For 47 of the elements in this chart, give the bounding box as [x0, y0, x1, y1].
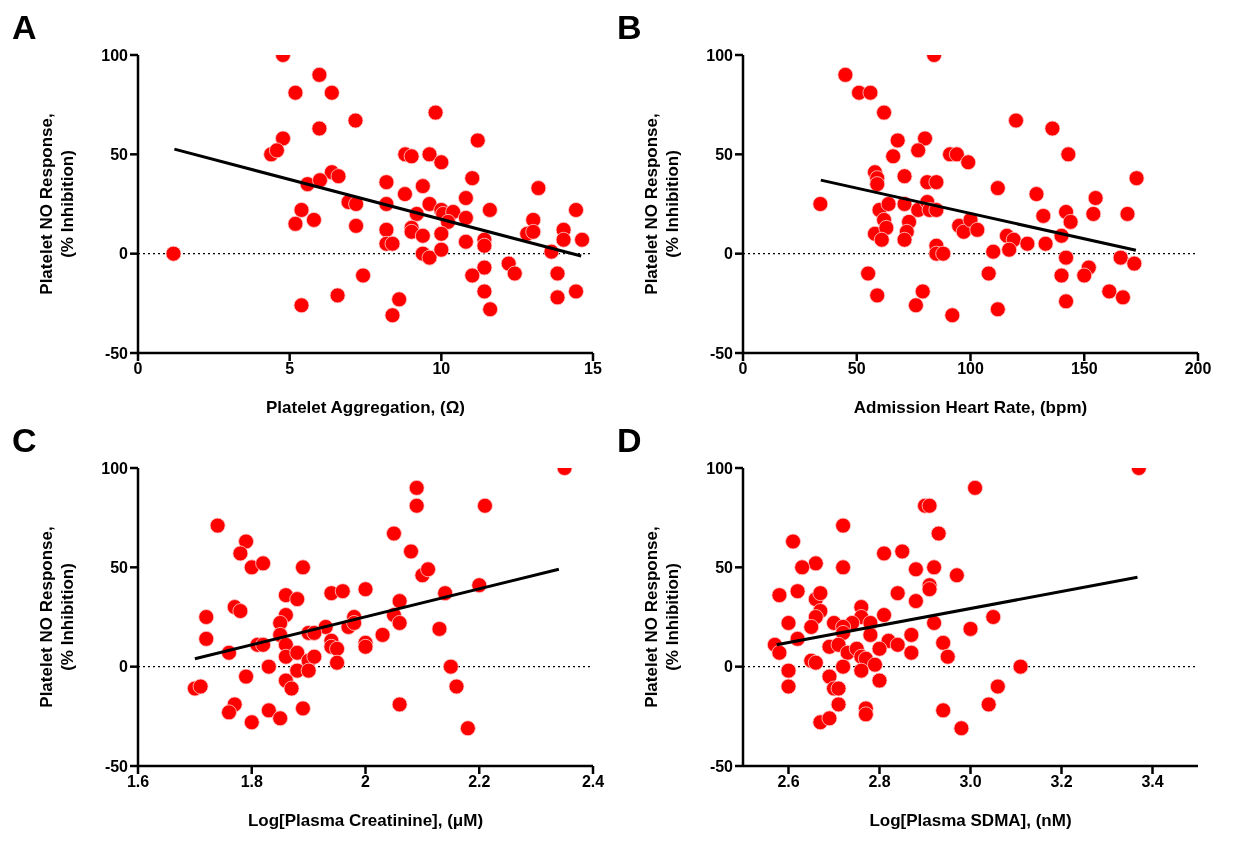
chart-title: B: [617, 8, 642, 47]
chart-title: C: [12, 421, 37, 460]
x-axis-title: Log[Plasma SDMA], (nM): [869, 811, 1072, 830]
x-axis-title: Admission Heart Rate, (bpm): [853, 398, 1088, 417]
y-tick-label: -50: [709, 344, 734, 362]
x-tick-label: 2.4: [581, 773, 605, 791]
y-tick-label: 50: [110, 146, 129, 164]
y-tick-label: 0: [119, 245, 129, 263]
x-tick-label: 2: [361, 773, 371, 791]
x-axis-title: Log[Plasma Creatinine], (μM): [247, 811, 484, 830]
y-tick-label: -50: [104, 757, 129, 775]
x-tick-label: 10: [432, 360, 451, 378]
y-tick-label: 100: [101, 459, 129, 477]
x-tick-label: 1.6: [126, 773, 150, 791]
y-tick-label: 100: [101, 46, 129, 64]
x-tick-label: 50: [847, 360, 866, 378]
y-axis-title: Platelet NO Response, (% Inhibition): [37, 526, 77, 708]
y-tick-label: 0: [724, 245, 734, 263]
x-tick-label: 3.2: [1050, 773, 1073, 791]
x-tick-label: 150: [1070, 360, 1098, 378]
x-tick-label: 2.8: [868, 773, 891, 791]
y-tick-label: 50: [110, 559, 129, 577]
x-tick-label: 2.2: [468, 773, 491, 791]
y-axis-title: Platelet NO Response, (% Inhibition): [37, 113, 77, 295]
x-tick-label: 3.0: [959, 773, 982, 791]
y-tick-label: 50: [715, 559, 734, 577]
y-tick-label: 50: [715, 146, 734, 164]
y-tick-label: -50: [104, 344, 129, 362]
chart-title: A: [12, 8, 37, 47]
x-tick-label: 0: [738, 360, 748, 378]
x-tick-label: 100: [957, 360, 984, 378]
y-tick-label: 0: [119, 658, 129, 676]
x-tick-label: 0: [133, 360, 143, 378]
y-axis-title: Platelet NO Response, (% Inhibition): [642, 526, 682, 708]
y-tick-label: 0: [724, 658, 734, 676]
chart-title: D: [617, 421, 642, 460]
y-tick-label: 100: [706, 46, 734, 64]
x-tick-label: 3.4: [1141, 773, 1164, 791]
x-tick-label: 2.6: [777, 773, 800, 791]
y-tick-label: -50: [709, 757, 734, 775]
x-tick-label: 1.8: [240, 773, 263, 791]
x-tick-label: 200: [1184, 360, 1212, 378]
y-axis-title: Platelet NO Response, (% Inhibition): [642, 113, 682, 295]
x-tick-label: 5: [285, 360, 295, 378]
x-axis-title: Platelet Aggregation, (Ω): [265, 398, 466, 417]
y-tick-label: 100: [706, 459, 734, 477]
x-tick-label: 15: [584, 360, 602, 378]
